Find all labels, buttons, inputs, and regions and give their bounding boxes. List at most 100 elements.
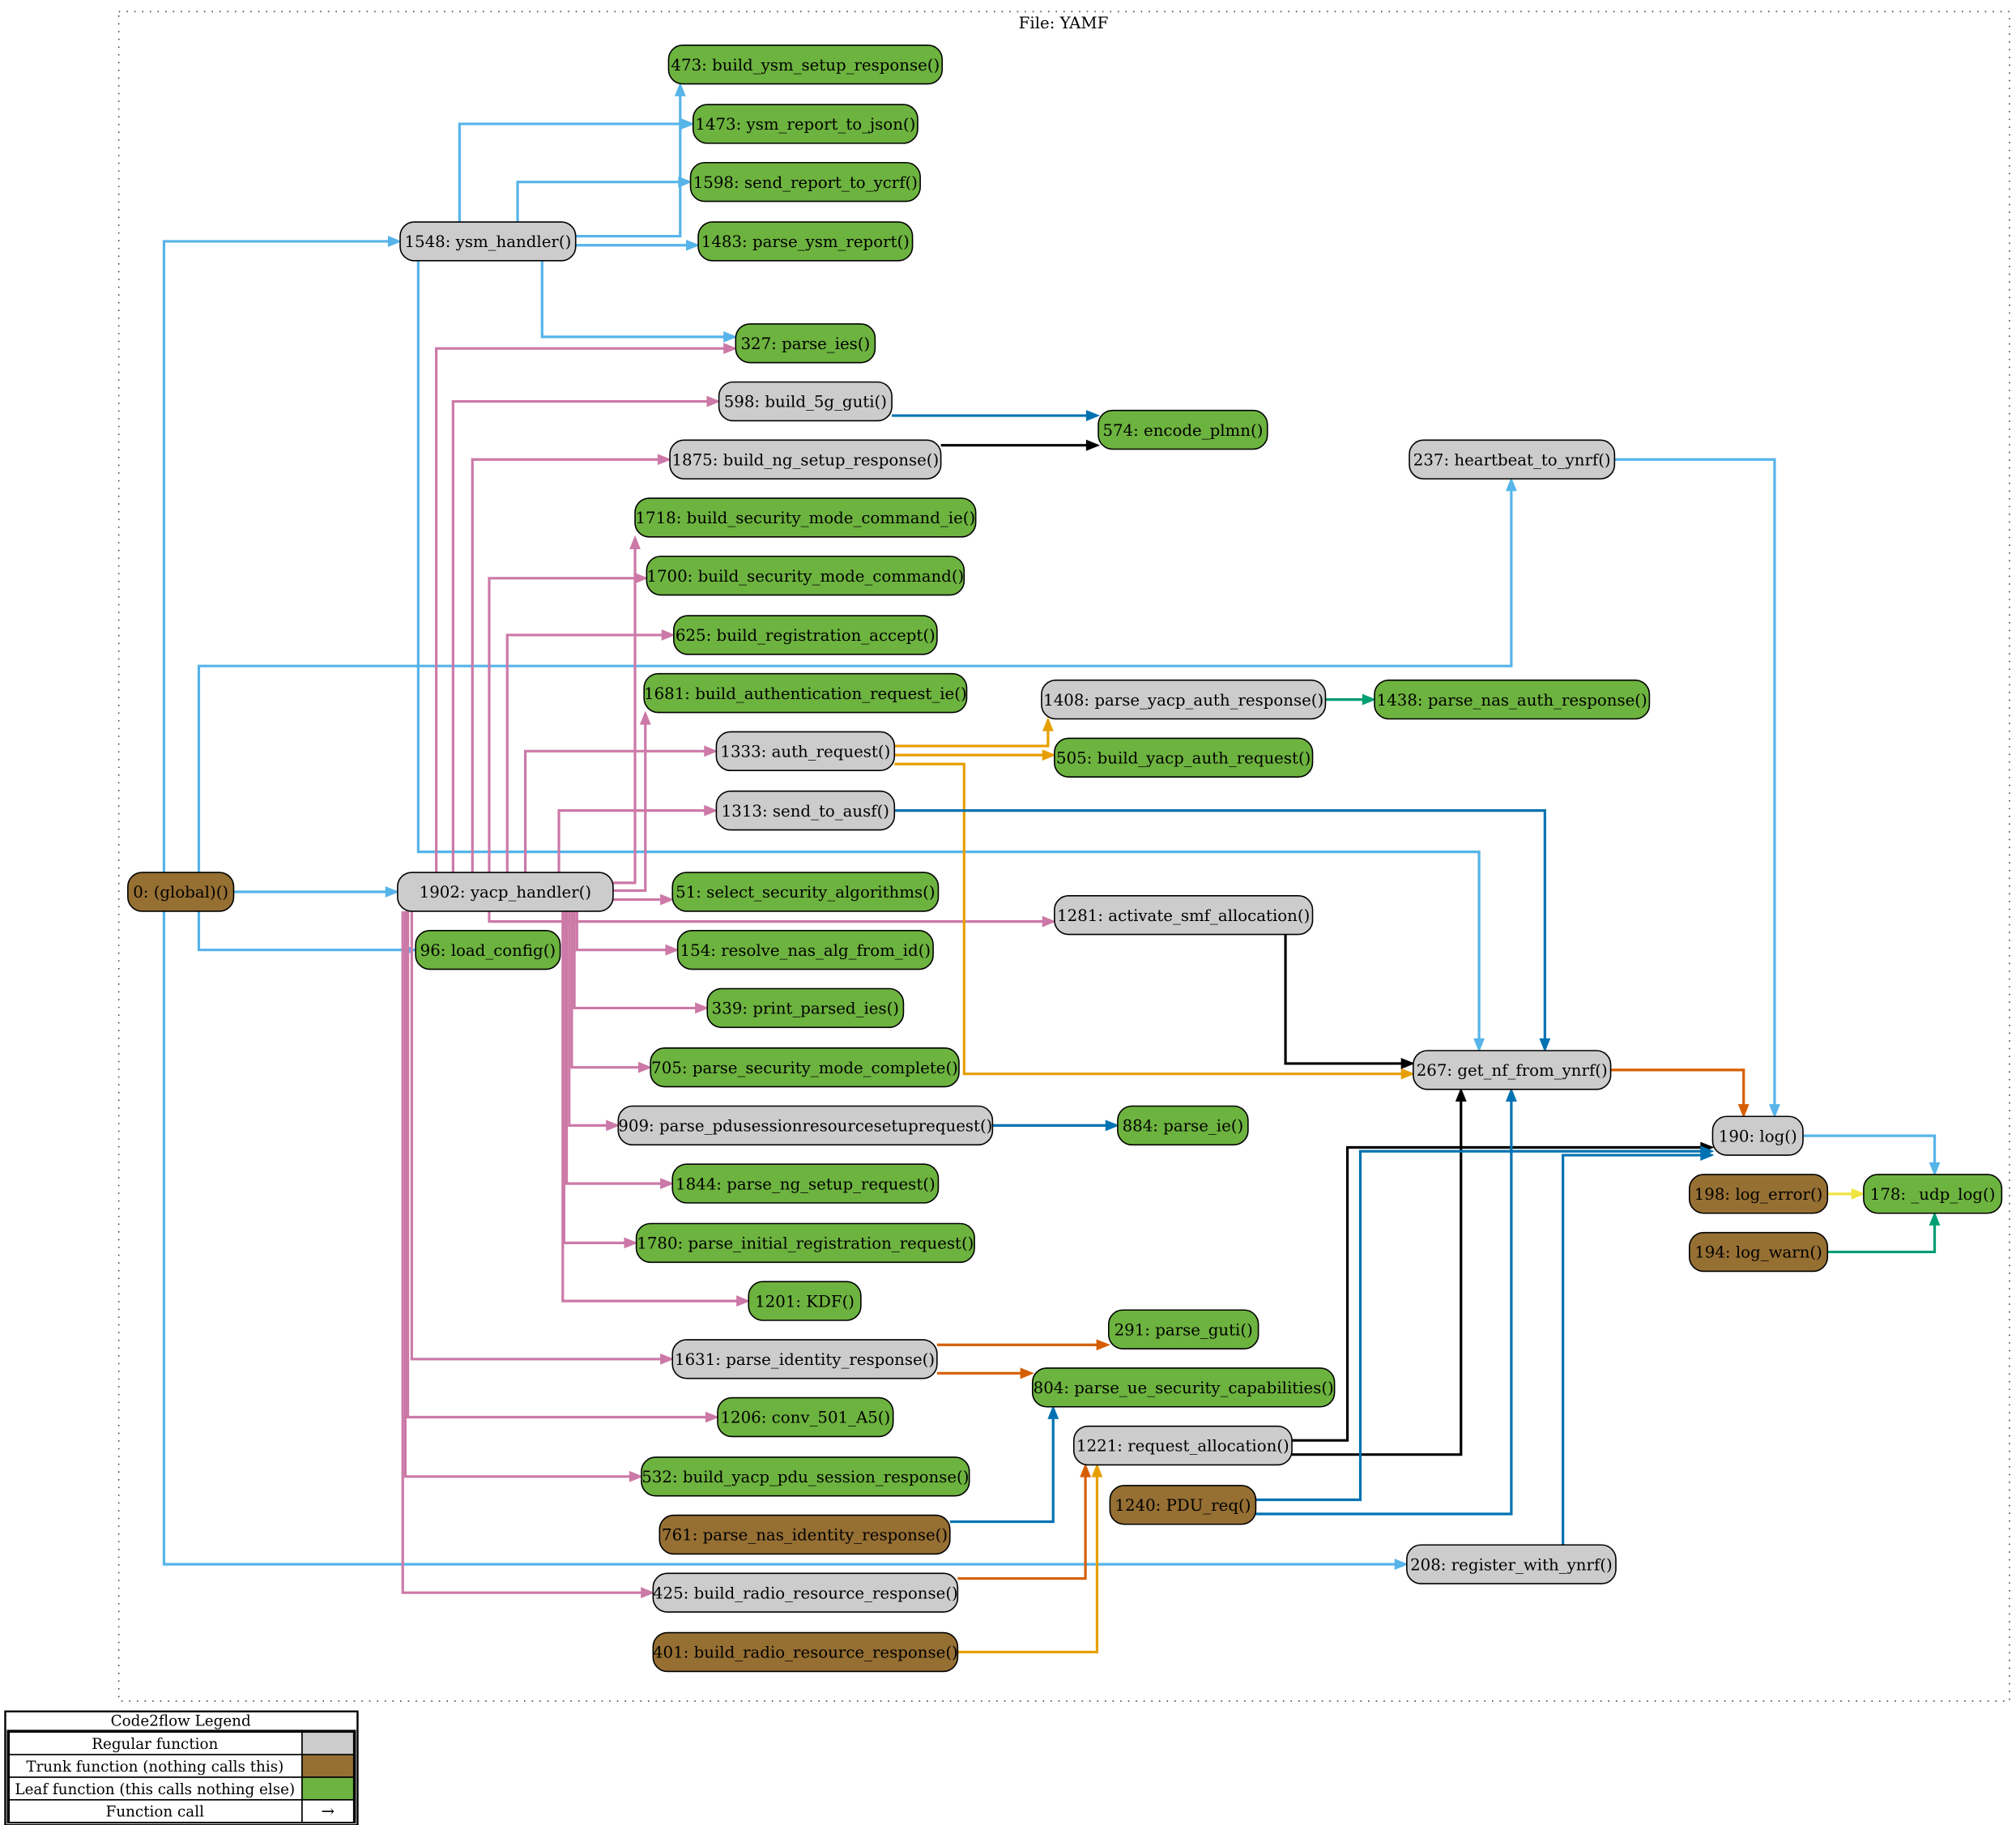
arrowhead-icon (1851, 1188, 1866, 1200)
call-edge-1902-to-1875 (471, 454, 672, 873)
arrowhead-icon (1080, 1463, 1092, 1477)
function-node-label: 1483: parse_ysm_report() (701, 232, 910, 251)
function-node-401[interactable]: 401: build_radio_resource_response() (652, 1631, 959, 1673)
function-node-909[interactable]: 909: parse_pdusessionresourcesetupreques… (617, 1105, 994, 1146)
call-edge-1240-to-190 (1255, 1145, 1715, 1502)
function-node-1598[interactable]: 1598: send_report_to_ycrf() (689, 161, 921, 203)
function-node-198[interactable]: 198: log_error() (1688, 1174, 1829, 1214)
function-node-1206[interactable]: 1206: conv_501_A5() (717, 1396, 894, 1438)
function-node-1240[interactable]: 1240: PDU_req() (1109, 1485, 1257, 1525)
arrowhead-icon (1539, 1038, 1551, 1053)
function-node-0[interactable]: 0: (global)() (127, 872, 235, 912)
nodes: 473: build_ysm_setup_response() 1473: ysm… (127, 44, 2003, 1673)
call-edge-0-to-1902 (233, 886, 399, 898)
function-node-1201[interactable]: 1201: KDF() (748, 1281, 862, 1321)
function-node-237[interactable]: 237: heartbeat_to_ynrf() (1409, 439, 1616, 480)
call-edge-598-to-574 (892, 410, 1101, 421)
function-node-label: 1700: build_security_mode_command() (646, 567, 964, 586)
function-node-label: 1718: build_security_mode_command_ie() (635, 509, 975, 527)
call-edge-1333-to-505 (894, 749, 1057, 761)
function-node-574[interactable]: 574: encode_plmn() (1098, 409, 1268, 450)
arrowhead-icon (1400, 1068, 1415, 1080)
function-node-label: 804: parse_ue_security_capabilities() (1034, 1379, 1334, 1397)
function-node-1844[interactable]: 1844: parse_ng_setup_request() (671, 1163, 940, 1204)
arrowhead-icon (705, 1411, 720, 1423)
function-node-625[interactable]: 625: build_registration_accept() (673, 615, 938, 655)
function-node-1681[interactable]: 1681: build_authentication_request_ie() (643, 672, 968, 714)
call-edge-1281-to-267 (1284, 934, 1415, 1069)
legend-swatch (301, 1799, 355, 1823)
function-node-1548[interactable]: 1548: ysm_handler() (399, 221, 577, 262)
call-edge-1902-to-1631 (410, 910, 675, 1365)
function-node-884[interactable]: 884: parse_ie() (1117, 1105, 1249, 1146)
call-edge-1902-to-51 (612, 893, 675, 906)
function-node-804[interactable]: 804: parse_ue_security_capabilities() (1031, 1367, 1336, 1408)
function-node-96[interactable]: 96: load_config() (415, 930, 561, 970)
function-node-1313[interactable]: 1313: send_to_ausf() (715, 790, 896, 831)
arrowhead-icon (1769, 1104, 1780, 1119)
function-node-505[interactable]: 505: build_yacp_auth_request() (1054, 737, 1314, 778)
function-node-1875[interactable]: 1875: build_ng_setup_response() (669, 439, 942, 480)
function-node-194[interactable]: 194: log_warn() (1688, 1231, 1829, 1273)
function-node-label: 154: resolve_nas_alg_from_id() (680, 941, 931, 960)
function-node-1631[interactable]: 1631: parse_identity_response() (671, 1339, 938, 1379)
call-edge-1221-to-190 (1292, 1141, 1715, 1442)
function-node-label: 473: build_ysm_setup_response() (671, 56, 940, 75)
function-node-1281[interactable]: 1281: activate_smf_allocation() (1054, 894, 1314, 936)
function-node-label: 401: build_radio_resource_response() (653, 1644, 958, 1662)
arrowhead-icon (678, 176, 693, 188)
function-node-1408[interactable]: 1408: parse_yacp_auth_response() (1041, 679, 1327, 720)
arrowhead-icon (1455, 1087, 1467, 1102)
arrowhead-icon (1505, 476, 1517, 492)
call-edge-1902-to-1313 (557, 804, 718, 873)
function-node-761[interactable]: 761: parse_nas_identity_response() (659, 1514, 951, 1555)
function-node-1718[interactable]: 1718: build_security_mode_command_ie() (634, 497, 977, 538)
function-node-178[interactable]: 178: _udp_log() (1863, 1174, 2003, 1214)
function-node-425[interactable]: 425: build_radio_resource_response() (652, 1572, 959, 1613)
call-edge-198-to-178 (1827, 1188, 1866, 1200)
call-edge-267-to-190 (1610, 1068, 1750, 1119)
file-cluster (117, 11, 2010, 1702)
call-edge-1548-to-267 (416, 260, 1485, 1053)
function-node-190[interactable]: 190: log() (1711, 1115, 1804, 1156)
function-node-291[interactable]: 291: parse_guti() (1107, 1309, 1259, 1350)
arrowhead-icon (1473, 1038, 1485, 1053)
arrowhead-icon (685, 239, 701, 251)
function-node-1438[interactable]: 1438: parse_nas_auth_response() (1374, 679, 1651, 720)
function-node-1780[interactable]: 1780: parse_initial_registration_request… (635, 1222, 975, 1264)
function-node-label: 705: parse_security_mode_complete() (651, 1059, 958, 1077)
function-node-1473[interactable]: 1473: ysm_report_to_json() (692, 104, 918, 144)
function-node-1483[interactable]: 1483: parse_ysm_report() (697, 221, 914, 262)
function-node-473[interactable]: 473: build_ysm_setup_response() (667, 44, 944, 85)
call-edge-1902-to-1718 (612, 535, 641, 885)
function-node-532[interactable]: 532: build_yacp_pdu_session_response() (641, 1456, 970, 1497)
legend-label: Regular function (92, 1736, 218, 1753)
function-node-154[interactable]: 154: resolve_nas_alg_from_id() (676, 930, 934, 970)
legend-row: Trunk function (nothing calls this) (8, 1754, 355, 1778)
function-node-208[interactable]: 208: register_with_ynrf() (1406, 1544, 1617, 1584)
function-node-339[interactable]: 339: print_parsed_ies() (706, 987, 905, 1029)
call-edge-1902-to-909 (568, 910, 620, 1132)
call-edge-1333-to-1408 (894, 717, 1054, 748)
function-node-label: 339: print_parsed_ies() (712, 1000, 899, 1018)
function-node-1902[interactable]: 1902: yacp_handler() (397, 872, 614, 912)
function-node-267[interactable]: 267: get_nf_from_ynrf() (1413, 1050, 1612, 1090)
function-node-1333[interactable]: 1333: auth_request() (715, 731, 896, 772)
function-node-705[interactable]: 705: parse_security_mode_complete() (650, 1047, 960, 1088)
arrowhead-icon (1929, 1162, 1941, 1177)
legend-swatch (301, 1776, 355, 1801)
function-node-label: 1631: parse_identity_response() (675, 1350, 935, 1369)
function-node-51[interactable]: 51: select_security_algorithms() (671, 872, 940, 912)
function-node-1700[interactable]: 1700: build_security_mode_command() (646, 555, 965, 596)
arrowhead-icon (1042, 915, 1057, 927)
arrowhead-icon (1929, 1211, 1941, 1226)
function-node-label: 1598: send_report_to_ycrf() (693, 173, 918, 192)
function-node-label: 1201: KDF() (755, 1292, 855, 1311)
function-node-327[interactable]: 327: parse_ies() (735, 323, 876, 364)
function-node-598[interactable]: 598: build_5g_guti() (718, 381, 893, 422)
call-edge-1631-to-804 (936, 1367, 1034, 1379)
arrowhead-icon (629, 535, 641, 549)
function-node-1221[interactable]: 1221: request_allocation() (1072, 1425, 1293, 1466)
arrowhead-icon (1085, 439, 1101, 451)
